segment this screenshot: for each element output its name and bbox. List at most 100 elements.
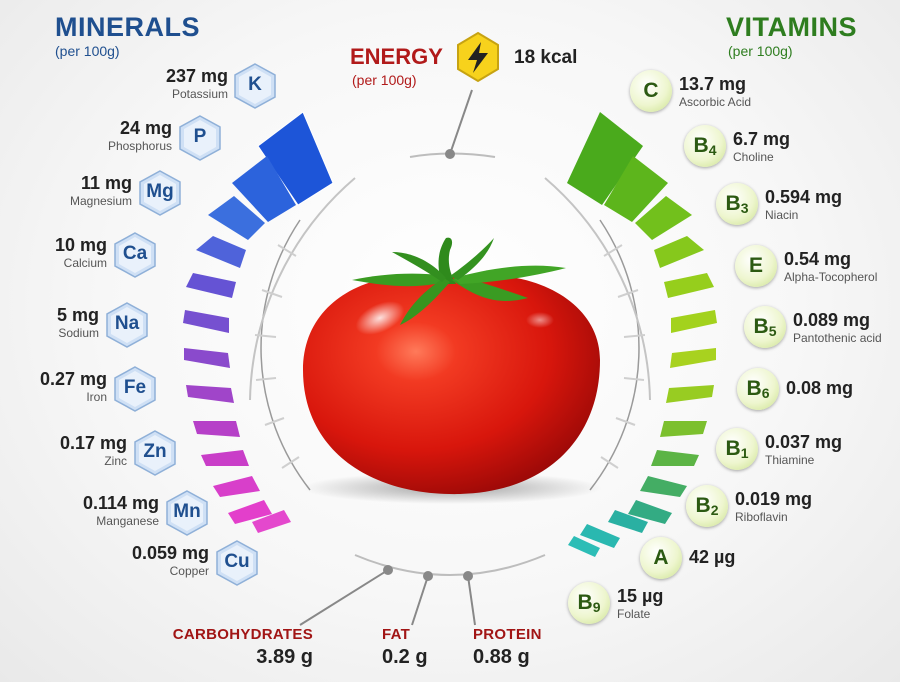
vitamin-letter: B <box>693 134 709 157</box>
protein-connector <box>467 575 476 626</box>
mineral-symbol: Mg <box>146 181 174 202</box>
vitamin-letter: B <box>746 377 762 400</box>
energy-dot <box>445 149 455 159</box>
carbohydrates-label: CARBOHYDRATES <box>172 626 313 643</box>
mineral-name: Sodium <box>58 326 99 340</box>
vitamin-subscript: 2 <box>710 502 719 518</box>
vitamin-amount: 13.7 mg <box>679 74 747 94</box>
mineral-badge-k: K <box>232 63 278 109</box>
mineral-name: Copper <box>169 564 209 578</box>
mineral-badge-ca: Ca <box>112 232 158 278</box>
vitamin-letter: A <box>653 546 669 569</box>
mineral-name: Iron <box>86 390 107 404</box>
vitamin-subscript: 5 <box>768 323 777 339</box>
vitamin-amount: 42 µg <box>689 547 736 567</box>
vitamin-subscript: 9 <box>592 599 601 615</box>
vitamin-amount: 0.019 mg <box>735 489 813 509</box>
vitamin-badge-b3: B3 <box>716 183 758 225</box>
vitamin-amount: 0.54 mg <box>784 249 852 269</box>
energy-lightning-icon <box>457 31 499 83</box>
mineral-amount: 0.27 mg <box>39 369 107 389</box>
mineral-symbol: Na <box>114 313 140 334</box>
vitamin-name: Ascorbic Acid <box>679 95 752 109</box>
fat-connector <box>411 575 429 626</box>
carbohydrates-value: 3.89 g <box>256 646 313 668</box>
mineral-badge-zn: Zn <box>132 430 178 476</box>
vitamin-amount: 0.594 mg <box>765 187 843 207</box>
mineral-amount: 0.059 mg <box>131 543 209 563</box>
vitamin-amount: 6.7 mg <box>733 129 791 149</box>
fat-dot <box>423 571 433 581</box>
vitamin-symbol: C <box>630 79 672 103</box>
mineral-badge-mn: Mn <box>164 490 210 536</box>
vitamin-letter: B <box>753 315 769 338</box>
fat-value: 0.2 g <box>382 646 428 668</box>
vitamin-subscript: 1 <box>740 445 749 461</box>
vitamin-amount: 15 µg <box>617 586 664 606</box>
vitamin-badge-e: E <box>735 245 777 287</box>
protein-label: PROTEIN <box>473 626 542 643</box>
vitamin-name: Alpha-Tocopherol <box>784 270 878 284</box>
vitamin-symbol: B2 <box>686 494 728 518</box>
minerals-subtitle: (per 100g) <box>55 43 120 59</box>
energy-connector <box>449 89 473 155</box>
mineral-name: Calcium <box>63 256 107 270</box>
vitamin-amount: 0.037 mg <box>765 432 843 452</box>
mineral-symbol: Fe <box>123 377 147 398</box>
mineral-badge-na: Na <box>104 302 150 348</box>
mineral-amount: 10 mg <box>54 235 107 255</box>
vitamin-letter: B <box>577 591 593 614</box>
minerals-title: MINERALS <box>55 12 200 42</box>
energy-title: ENERGY <box>350 44 443 69</box>
mineral-amount: 0.17 mg <box>59 433 127 453</box>
mineral-badge-fe: Fe <box>112 366 158 412</box>
vitamin-subscript: 3 <box>740 200 749 216</box>
vitamin-subscript: 4 <box>708 142 717 158</box>
vitamin-name: Niacin <box>765 208 799 222</box>
mineral-name: Zinc <box>104 454 127 468</box>
mineral-name: Magnesium <box>69 194 132 208</box>
vitamin-name: Thiamine <box>765 453 815 467</box>
vitamin-badge-b4: B4 <box>684 125 726 167</box>
vitamin-symbol: B6 <box>737 377 779 401</box>
mineral-badge-mg: Mg <box>137 170 183 216</box>
mineral-badge-p: P <box>177 115 223 161</box>
vitamin-badge-b5: B5 <box>744 306 786 348</box>
vitamin-symbol: A <box>640 546 682 570</box>
carb-connector <box>299 569 389 626</box>
left-inner-arc <box>260 219 311 491</box>
vitamin-amount: 0.08 mg <box>786 378 854 398</box>
right-inner-arc <box>589 219 640 491</box>
mineral-name: Phosphorus <box>107 139 172 153</box>
energy-subtitle: (per 100g) <box>352 72 417 88</box>
tomato-illustration <box>302 237 602 504</box>
fat-label: FAT <box>382 626 411 643</box>
vitamins-title: VITAMINS <box>726 12 857 42</box>
mineral-amount: 237 mg <box>165 66 228 86</box>
vitamin-bars <box>567 112 717 557</box>
vitamin-symbol: B4 <box>684 134 726 158</box>
protein-value: 0.88 g <box>473 646 530 668</box>
vitamin-badge-b9: B9 <box>568 582 610 624</box>
vitamin-letter: B <box>725 192 741 215</box>
vitamin-badge-b1: B1 <box>716 428 758 470</box>
mineral-symbol: Cu <box>224 551 250 572</box>
vitamin-symbol: E <box>735 254 777 278</box>
ticks <box>254 244 646 469</box>
energy-value: 18 kcal <box>514 47 578 68</box>
mineral-amount: 11 mg <box>80 173 132 193</box>
vitamin-name: Folate <box>617 607 651 621</box>
mineral-symbol: Ca <box>122 243 148 264</box>
bottom-arc <box>354 554 546 576</box>
vitamin-symbol: B9 <box>568 591 610 615</box>
mineral-symbol: P <box>193 126 207 147</box>
mineral-badge-cu: Cu <box>214 540 260 586</box>
vitamin-letter: B <box>695 494 711 517</box>
mineral-amount: 0.114 mg <box>82 493 159 513</box>
vitamin-letter: C <box>643 79 659 102</box>
vitamin-badge-b6: B6 <box>737 368 779 410</box>
mineral-symbol: Mn <box>173 501 201 522</box>
right-outer-arc <box>544 177 651 401</box>
mineral-symbol: Zn <box>143 441 167 462</box>
